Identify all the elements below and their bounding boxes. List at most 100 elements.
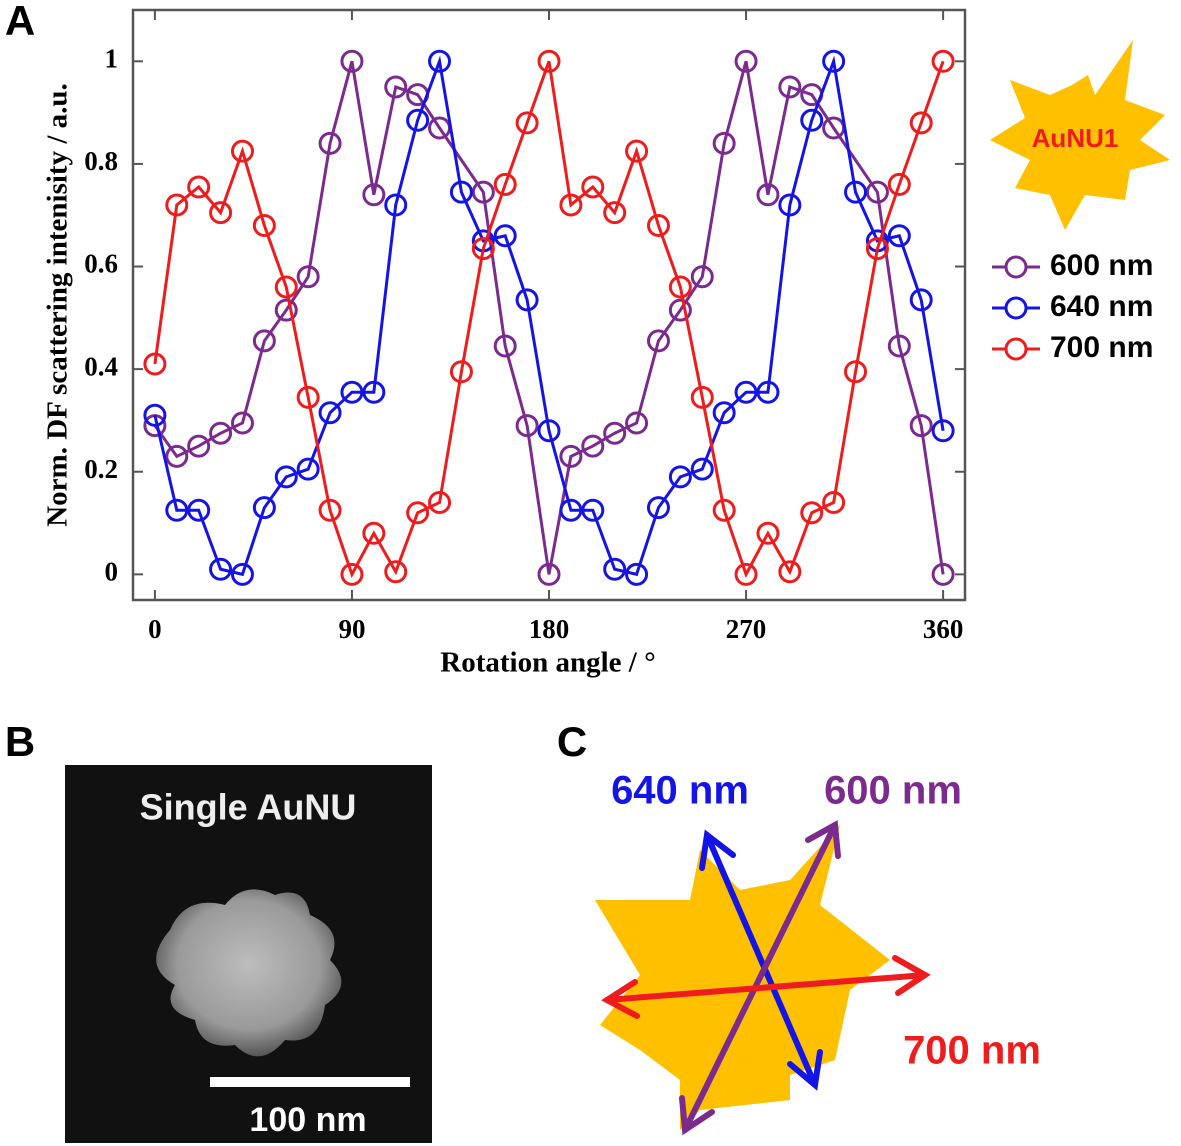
data-point <box>887 334 911 358</box>
data-point <box>187 434 211 458</box>
data-point <box>318 498 342 522</box>
data-point <box>165 193 189 217</box>
data-point <box>822 49 846 73</box>
data-point <box>515 111 539 135</box>
arrow-head <box>805 820 841 859</box>
data-point <box>690 265 714 289</box>
data-point <box>340 562 364 586</box>
data-point <box>909 111 933 135</box>
data-point <box>537 49 561 73</box>
particle-shape <box>595 825 890 1130</box>
data-point <box>165 498 189 522</box>
data-point <box>800 108 824 132</box>
data-point <box>756 521 780 545</box>
x-tick-label: 0 <box>148 614 162 644</box>
data-point <box>296 385 320 409</box>
data-point <box>581 175 605 199</box>
data-point <box>559 193 583 217</box>
arrow-head <box>699 829 736 871</box>
data-point <box>559 444 583 468</box>
data-point <box>493 334 517 358</box>
data-point <box>537 419 561 443</box>
arrow-label: 600 nm <box>824 769 962 813</box>
data-point <box>274 275 298 299</box>
arrows <box>601 820 931 1136</box>
arrow-label: 700 nm <box>903 1029 1041 1073</box>
data-point <box>230 139 254 163</box>
arrow <box>604 972 928 1003</box>
data-point <box>318 401 342 425</box>
particle-icon <box>990 40 1170 230</box>
data-point <box>778 560 802 584</box>
data-point <box>252 213 276 237</box>
data-point <box>340 49 364 73</box>
nanoparticle <box>156 889 342 1057</box>
data-point <box>340 380 364 404</box>
data-point <box>603 557 627 581</box>
arrow-head <box>601 979 640 1019</box>
x-tick-label: 270 <box>726 614 767 644</box>
data-point <box>734 562 758 586</box>
data-point <box>362 183 386 207</box>
data-point <box>778 75 802 99</box>
data-point <box>471 237 495 261</box>
data-point <box>296 457 320 481</box>
data-point <box>362 380 386 404</box>
data-point <box>668 275 692 299</box>
x-tick-label: 90 <box>338 614 365 644</box>
series-line <box>153 55 945 577</box>
arrow <box>682 822 838 1133</box>
data-point <box>844 360 868 384</box>
data-point <box>537 562 561 586</box>
image-title: Single AuNU <box>140 787 357 828</box>
data-point <box>515 288 539 312</box>
data-point <box>318 131 342 155</box>
data-point <box>406 108 430 132</box>
data-point <box>230 562 254 586</box>
data-point <box>187 498 211 522</box>
data-point <box>712 401 736 425</box>
data-point <box>581 434 605 458</box>
data-point <box>493 224 517 248</box>
arrow-label: 640 nm <box>611 769 749 813</box>
data-point <box>230 411 254 435</box>
y-tick-label: 0.6 <box>84 249 118 279</box>
legend-marker <box>1004 337 1028 361</box>
data-point <box>734 49 758 73</box>
data-point <box>449 180 473 204</box>
data-point <box>274 298 298 322</box>
data-point <box>581 498 605 522</box>
data-point <box>625 139 649 163</box>
y-tick-label: 1 <box>105 44 119 74</box>
data-point <box>690 457 714 481</box>
data-point <box>209 421 233 445</box>
data-point <box>603 201 627 225</box>
data-point <box>778 193 802 217</box>
data-point <box>625 562 649 586</box>
data-point <box>384 560 408 584</box>
arrow-head <box>787 1049 823 1091</box>
data-point <box>865 237 889 261</box>
data-point <box>252 329 276 353</box>
data-point <box>887 172 911 196</box>
data-point <box>187 175 211 199</box>
data-point <box>384 193 408 217</box>
data-point <box>646 213 670 237</box>
y-tick-label: 0.8 <box>84 146 118 176</box>
data-point <box>712 131 736 155</box>
panel-label: B <box>5 718 35 765</box>
data-point <box>252 496 276 520</box>
data-point <box>406 501 430 525</box>
particle-label: AuNU1 <box>1032 123 1119 153</box>
legend-label: 640 nm <box>1050 290 1153 323</box>
y-tick-label: 0.4 <box>84 351 118 381</box>
data-point <box>143 403 167 427</box>
data-point <box>274 465 298 489</box>
data-point <box>625 411 649 435</box>
x-tick-label: 360 <box>923 614 964 644</box>
data-point <box>209 201 233 225</box>
data-point <box>800 501 824 525</box>
data-point <box>646 329 670 353</box>
data-point <box>559 498 583 522</box>
